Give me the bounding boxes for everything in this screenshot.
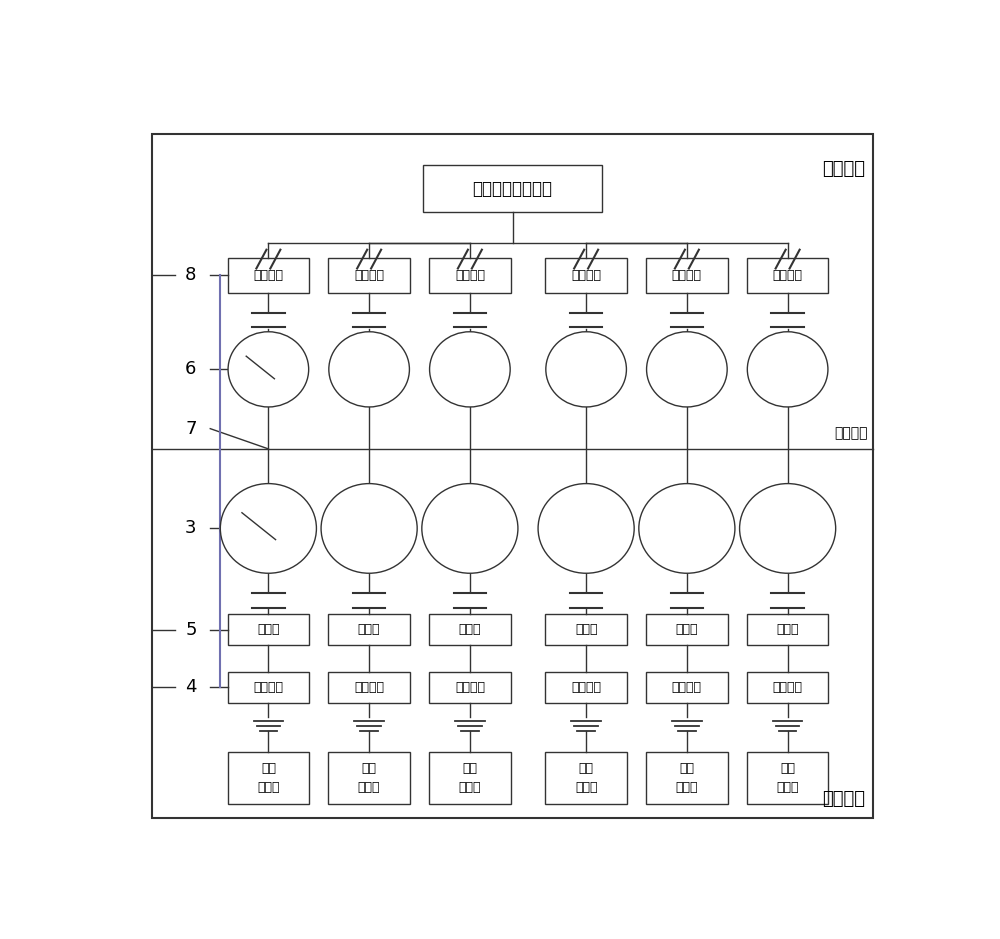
Text: 传感器: 传感器: [358, 623, 380, 636]
Text: 陪试: 陪试: [261, 762, 276, 775]
Text: 陪试电机: 陪试电机: [253, 681, 283, 694]
FancyBboxPatch shape: [747, 752, 828, 804]
FancyBboxPatch shape: [429, 258, 511, 293]
FancyBboxPatch shape: [545, 258, 627, 293]
Circle shape: [538, 484, 634, 573]
Text: 牵引电机: 牵引电机: [672, 269, 702, 282]
Text: 陪试: 陪试: [462, 762, 477, 775]
Text: 变流器: 变流器: [676, 780, 698, 793]
Text: 变流器: 变流器: [459, 780, 481, 793]
Text: 变流器: 变流器: [257, 780, 280, 793]
Text: 牵引电机: 牵引电机: [773, 269, 803, 282]
FancyBboxPatch shape: [747, 672, 828, 702]
FancyBboxPatch shape: [646, 672, 728, 702]
FancyBboxPatch shape: [228, 752, 309, 804]
Circle shape: [220, 484, 316, 573]
Text: 牵引电机: 牵引电机: [455, 269, 485, 282]
Text: 陪试: 陪试: [780, 762, 795, 775]
Text: 被试系统: 被试系统: [822, 160, 865, 177]
FancyBboxPatch shape: [429, 672, 511, 702]
Circle shape: [422, 484, 518, 573]
FancyBboxPatch shape: [328, 672, 410, 702]
FancyBboxPatch shape: [328, 752, 410, 804]
Circle shape: [430, 331, 510, 407]
Circle shape: [321, 484, 417, 573]
Circle shape: [546, 331, 626, 407]
Text: 陪试: 陪试: [579, 762, 594, 775]
Text: 陪试电机: 陪试电机: [354, 681, 384, 694]
FancyBboxPatch shape: [545, 614, 627, 645]
FancyBboxPatch shape: [747, 258, 828, 293]
Text: 变流器: 变流器: [358, 780, 380, 793]
Circle shape: [228, 331, 309, 407]
FancyBboxPatch shape: [646, 258, 728, 293]
FancyBboxPatch shape: [152, 134, 873, 818]
Text: 牵引电机: 牵引电机: [571, 269, 601, 282]
FancyBboxPatch shape: [429, 614, 511, 645]
Text: 陪试电机: 陪试电机: [672, 681, 702, 694]
FancyBboxPatch shape: [228, 614, 309, 645]
Text: 被试机车电气设备: 被试机车电气设备: [473, 179, 552, 197]
Text: 5: 5: [185, 621, 197, 639]
Text: 陪试: 陪试: [679, 762, 694, 775]
Text: 变流器: 变流器: [776, 780, 799, 793]
Circle shape: [329, 331, 409, 407]
FancyBboxPatch shape: [646, 614, 728, 645]
Text: 传感器: 传感器: [676, 623, 698, 636]
Text: 陪试系统: 陪试系统: [822, 791, 865, 808]
FancyBboxPatch shape: [328, 614, 410, 645]
Text: 变流器: 变流器: [575, 780, 597, 793]
Text: 6: 6: [185, 361, 197, 378]
FancyBboxPatch shape: [328, 258, 410, 293]
Circle shape: [639, 484, 735, 573]
Text: 陪试电机: 陪试电机: [773, 681, 803, 694]
Text: 陪试电机: 陪试电机: [455, 681, 485, 694]
Text: 3: 3: [185, 519, 197, 537]
FancyBboxPatch shape: [545, 672, 627, 702]
FancyBboxPatch shape: [228, 672, 309, 702]
Text: 8: 8: [185, 267, 197, 285]
FancyBboxPatch shape: [545, 752, 627, 804]
Text: 轮对接触: 轮对接触: [834, 426, 867, 440]
Text: 陪试: 陪试: [362, 762, 377, 775]
FancyBboxPatch shape: [747, 614, 828, 645]
FancyBboxPatch shape: [228, 258, 309, 293]
Text: 4: 4: [185, 679, 197, 697]
FancyBboxPatch shape: [646, 752, 728, 804]
Text: 传感器: 传感器: [459, 623, 481, 636]
Text: 传感器: 传感器: [257, 623, 280, 636]
Text: 牵引电机: 牵引电机: [253, 269, 283, 282]
Text: 传感器: 传感器: [575, 623, 597, 636]
Text: 牵引电机: 牵引电机: [354, 269, 384, 282]
Circle shape: [647, 331, 727, 407]
FancyBboxPatch shape: [429, 752, 511, 804]
Text: 陪试电机: 陪试电机: [571, 681, 601, 694]
Circle shape: [747, 331, 828, 407]
Text: 传感器: 传感器: [776, 623, 799, 636]
FancyBboxPatch shape: [423, 165, 602, 212]
Text: 7: 7: [185, 420, 197, 438]
Circle shape: [740, 484, 836, 573]
